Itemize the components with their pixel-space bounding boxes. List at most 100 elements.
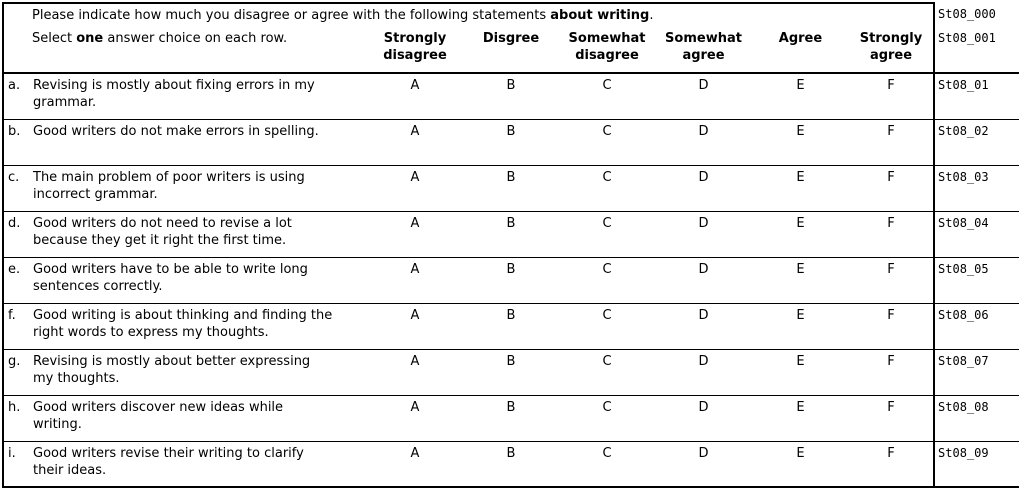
choice-c[interactable]: C [559, 211, 655, 258]
choice-d[interactable]: D [655, 257, 752, 304]
intro-prefix: Please indicate how much you disagree or… [32, 8, 551, 23]
choice-e[interactable]: E [752, 395, 849, 442]
choice-a[interactable]: A [367, 211, 463, 258]
choice-b[interactable]: B [463, 211, 559, 258]
row-letter: a. [2, 73, 31, 120]
row-letter: d. [2, 211, 31, 258]
choice-d[interactable]: D [655, 441, 752, 488]
row-statement: Good writers have to be able to write lo… [31, 257, 367, 304]
row-code: St08_01 [933, 73, 1020, 120]
choice-c[interactable]: C [559, 119, 655, 166]
choice-d[interactable]: D [655, 119, 752, 166]
row-letter: h. [2, 395, 31, 442]
statement-row-a: a. Revising is mostly about fixing error… [2, 73, 1020, 120]
choice-b[interactable]: B [463, 257, 559, 304]
code-select: St08_001 [933, 27, 1020, 74]
choice-d[interactable]: D [655, 303, 752, 350]
choice-b[interactable]: B [463, 73, 559, 120]
choice-f[interactable]: F [849, 211, 935, 258]
row-statement: Good writing is about thinking and findi… [31, 303, 367, 350]
column-header-strongly-agree: Strongly agree [849, 27, 935, 74]
statement-row-g: g. Revising is mostly about better expre… [2, 349, 1020, 396]
choice-f[interactable]: F [849, 395, 935, 442]
choice-c[interactable]: C [559, 165, 655, 212]
choice-c[interactable]: C [559, 395, 655, 442]
row-statement: Revising is mostly about better expressi… [31, 349, 367, 396]
select-instruction: Select one answer choice on each row. [2, 27, 367, 74]
choice-a[interactable]: A [367, 119, 463, 166]
column-header-agree: Agree [752, 27, 849, 74]
choice-f[interactable]: F [849, 119, 935, 166]
choice-b[interactable]: B [463, 441, 559, 488]
row-code: St08_03 [933, 165, 1020, 212]
choice-c[interactable]: C [559, 441, 655, 488]
code-intro: St08_000 [933, 3, 1020, 27]
statement-row-e: e. Good writers have to be able to write… [2, 257, 1020, 304]
choice-f[interactable]: F [849, 165, 935, 212]
row-statement: Good writers do not need to revise a lot… [31, 211, 367, 258]
row-statement: Good writers do not make errors in spell… [31, 119, 367, 166]
column-header-somewhat-agree: Somewhat agree [655, 27, 752, 74]
choice-a[interactable]: A [367, 441, 463, 488]
statement-row-f: f. Good writing is about thinking and fi… [2, 303, 1020, 350]
choice-f[interactable]: F [849, 73, 935, 120]
row-letter: c. [2, 165, 31, 212]
row-letter: i. [2, 441, 31, 488]
intro-suffix: . [649, 8, 654, 23]
row-code: St08_09 [933, 441, 1020, 488]
choice-f[interactable]: F [849, 257, 935, 304]
column-header-strongly-disagree: Strongly disagree [367, 27, 463, 74]
choice-f[interactable]: F [849, 441, 935, 488]
choice-e[interactable]: E [752, 441, 849, 488]
select-suffix: answer choice on each row. [103, 31, 288, 46]
choice-c[interactable]: C [559, 73, 655, 120]
choice-f[interactable]: F [849, 349, 935, 396]
row-statement: Good writers revise their writing to cla… [31, 441, 367, 488]
intro-bold: about writing [550, 8, 650, 23]
intro-row: Please indicate how much you disagree or… [1, 2, 1020, 27]
header-row: Select one answer choice on each row. St… [2, 27, 1020, 74]
choice-b[interactable]: B [463, 165, 559, 212]
choice-e[interactable]: E [752, 349, 849, 396]
choice-b[interactable]: B [463, 395, 559, 442]
choice-e[interactable]: E [752, 303, 849, 350]
choice-b[interactable]: B [463, 303, 559, 350]
choice-d[interactable]: D [655, 211, 752, 258]
choice-d[interactable]: D [655, 165, 752, 212]
choice-c[interactable]: C [559, 303, 655, 350]
select-prefix: Select [32, 31, 77, 46]
choice-a[interactable]: A [367, 257, 463, 304]
row-statement: The main problem of poor writers is usin… [31, 165, 367, 212]
choice-a[interactable]: A [367, 165, 463, 212]
choice-a[interactable]: A [367, 303, 463, 350]
choice-a[interactable]: A [367, 349, 463, 396]
statement-row-h: h. Good writers discover new ideas while… [2, 395, 1020, 442]
choice-c[interactable]: C [559, 257, 655, 304]
choice-d[interactable]: D [655, 395, 752, 442]
choice-c[interactable]: C [559, 349, 655, 396]
choice-d[interactable]: D [655, 73, 752, 120]
row-code: St08_04 [933, 211, 1020, 258]
row-statement: Good writers discover new ideas while wr… [31, 395, 367, 442]
choice-e[interactable]: E [752, 165, 849, 212]
choice-b[interactable]: B [463, 119, 559, 166]
row-statement: Revising is mostly about fixing errors i… [31, 73, 367, 120]
statement-row-d: d. Good writers do not need to revise a … [2, 211, 1020, 258]
row-code: St08_02 [933, 119, 1020, 166]
column-header-disgree: Disgree [463, 27, 559, 74]
row-code: St08_06 [933, 303, 1020, 350]
choice-e[interactable]: E [752, 257, 849, 304]
choice-a[interactable]: A [367, 73, 463, 120]
choice-e[interactable]: E [752, 119, 849, 166]
select-bold: one [76, 31, 104, 46]
choice-d[interactable]: D [655, 349, 752, 396]
statement-row-b: b. Good writers do not make errors in sp… [2, 119, 1020, 166]
choice-a[interactable]: A [367, 395, 463, 442]
choice-e[interactable]: E [752, 73, 849, 120]
row-letter: b. [2, 119, 31, 166]
choice-b[interactable]: B [463, 349, 559, 396]
row-letter: e. [2, 257, 31, 304]
choice-e[interactable]: E [752, 211, 849, 258]
choice-f[interactable]: F [849, 303, 935, 350]
